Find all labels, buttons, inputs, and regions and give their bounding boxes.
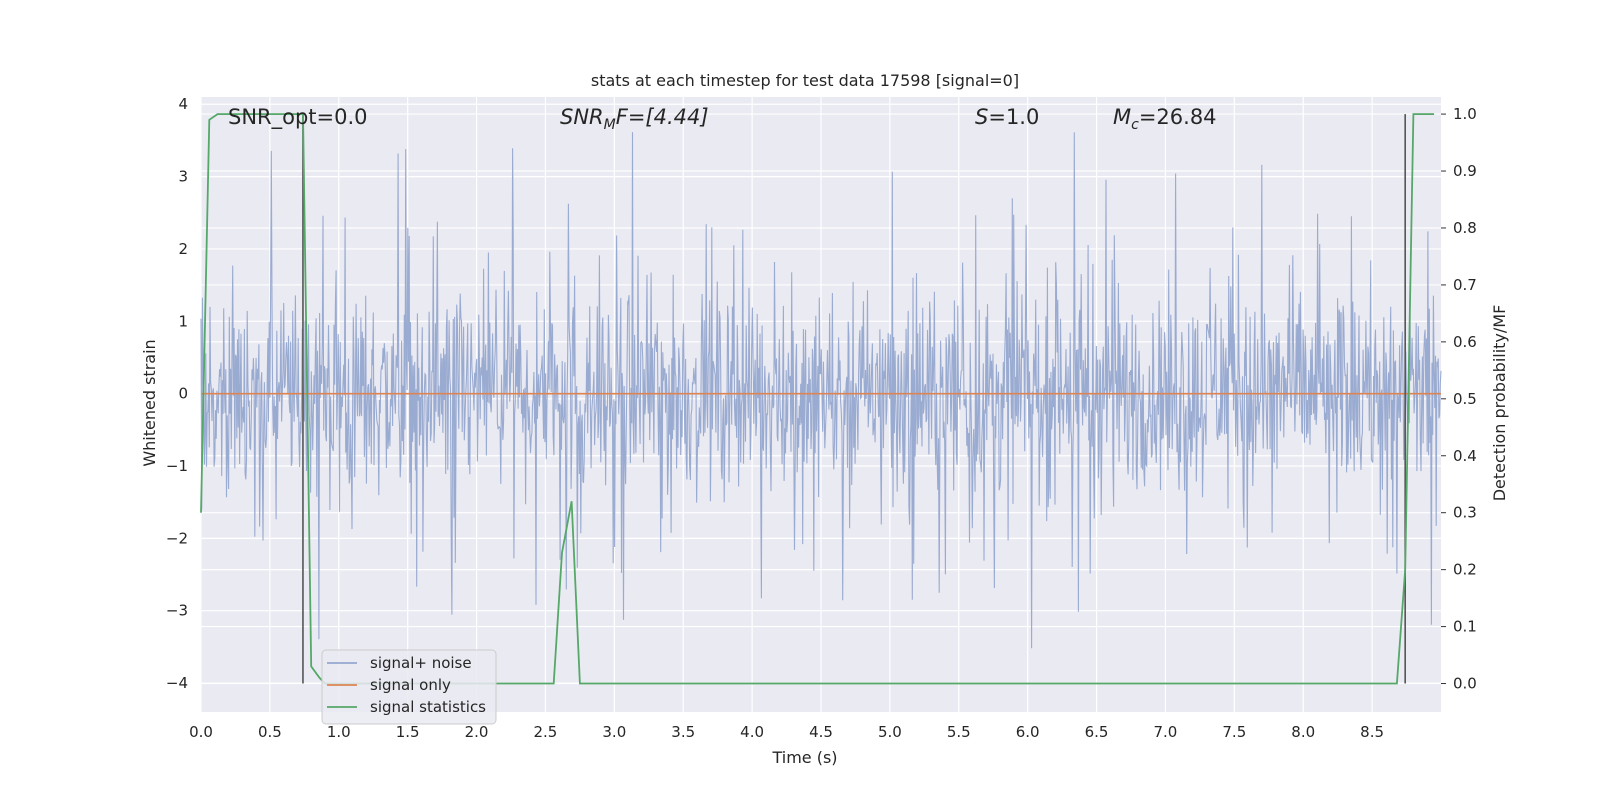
y-axis-left-ticks: 4 3 2 1 0 −1 −2 −3 −4 [166,95,188,692]
x-tick-label: 2.0 [465,723,489,741]
y-right-tick-label: 0.3 [1453,504,1477,522]
y-left-tick-label: −3 [166,602,188,620]
annotation-snr-mf: SNRMF=[4.44] [560,105,709,133]
x-tick-label: 8.0 [1291,723,1315,741]
signal-noise-line [200,132,1442,649]
y-axis-right-ticks: 1.0 0.9 0.8 0.7 0.6 0.5 0.4 0.3 0.2 0.1 0.0 [1441,105,1477,693]
x-tick-label: 8.5 [1360,723,1384,741]
x-tick-label: 0.0 [189,723,213,741]
annotation-mc: Mc=26.84 [1113,105,1217,133]
legend-box [321,649,497,725]
y-right-tick-label: 0.4 [1453,447,1477,465]
x-tick-label: 3.0 [602,723,626,741]
x-tick-label: 6.0 [1016,723,1040,741]
grid-lines [200,97,1441,712]
x-tick-label: 6.5 [1085,723,1109,741]
x-tick-label: 5.5 [947,723,971,741]
y-axis-right-label: Detection probability/MF [1490,305,1509,502]
y-right-tick-label: 1.0 [1453,105,1477,123]
x-tick-label: 4.5 [809,723,833,741]
y-left-tick-label: 0 [178,385,188,403]
y-left-tick-label: 3 [178,168,188,186]
y-axis-left-label: Whitened strain [140,339,159,466]
y-left-tick-label: −1 [166,457,188,475]
x-tick-label: 7.5 [1222,723,1246,741]
y-left-tick-label: −2 [166,529,188,547]
x-axis-label: Time (s) [771,748,837,767]
x-tick-label: 1.0 [327,723,351,741]
y-right-tick-label: 0.1 [1453,618,1477,636]
y-left-tick-label: −4 [166,674,188,692]
x-tick-label: 4.0 [740,723,764,741]
annotation-s: S=1.0 [975,105,1039,129]
x-tick-label: 2.5 [534,723,558,741]
annotation-snr-opt: SNR_opt=0.0 [228,105,368,130]
signal-statistics-line [200,113,1435,685]
y-left-tick-label: 2 [178,240,188,258]
chart-title: stats at each timestep for test data 175… [591,71,1019,90]
y-left-tick-label: 1 [178,312,188,330]
y-right-tick-label: 0.2 [1453,561,1477,579]
y-right-tick-label: 0.6 [1453,333,1477,351]
x-tick-label: 0.5 [258,723,282,741]
legend-label-signal-statistics: signal statistics [370,698,486,716]
y-left-tick-label: 4 [178,95,188,113]
x-axis-ticks: 0.0 0.5 1.0 1.5 2.0 2.5 3.0 3.5 4.0 4.5 5.0 5.5 6.0 6… [189,723,1384,741]
legend-label-signal-noise: signal+ noise [370,654,472,672]
legend-label-signal-only: signal only [370,676,451,694]
x-tick-label: 3.5 [671,723,695,741]
y-right-tick-label: 0.0 [1453,675,1477,693]
legend: signal+ noise signal only signal statist… [321,649,497,725]
series-signal-noise [200,132,1442,649]
y-right-tick-label: 0.7 [1453,276,1477,294]
x-tick-label: 1.5 [396,723,420,741]
y-right-tick-label: 0.9 [1453,162,1477,180]
x-tick-label: 7.0 [1154,723,1178,741]
y-right-tick-label: 0.8 [1453,219,1477,237]
x-tick-label: 5.0 [878,723,902,741]
series-lines [200,113,1441,685]
y-right-tick-label: 0.5 [1453,390,1477,408]
